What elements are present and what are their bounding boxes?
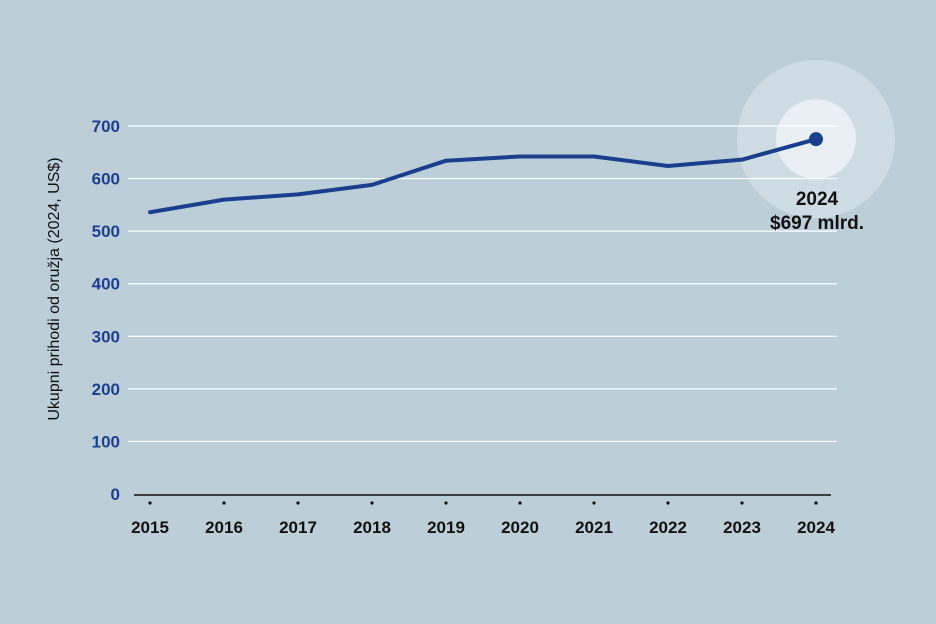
gridlines xyxy=(128,125,837,443)
x-tick-label-2023: 2023 xyxy=(723,518,761,537)
x-tick-mark-2019 xyxy=(444,501,448,505)
y-tick-label-400: 400 xyxy=(92,275,120,294)
y-tick-label-0: 0 xyxy=(111,485,120,504)
annotation-year: 2024 xyxy=(796,189,839,210)
y-axis-ticks: 0 100 200 300 400 500 600 700 xyxy=(92,117,120,504)
series-layer xyxy=(148,132,823,215)
x-tick-label-2021: 2021 xyxy=(575,518,613,537)
data-point-2024 xyxy=(809,132,823,147)
x-tick-label-2017: 2017 xyxy=(279,518,317,537)
y-tick-label-700: 700 xyxy=(92,117,120,136)
x-tick-label-2015: 2015 xyxy=(131,518,169,537)
x-tick-mark-2021 xyxy=(592,501,596,505)
x-tick-label-2016: 2016 xyxy=(205,518,243,537)
x-tick-label-2022: 2022 xyxy=(649,518,687,537)
x-tick-mark-2017 xyxy=(296,501,300,505)
y-tick-label-500: 500 xyxy=(92,222,120,241)
x-tick-label-2020: 2020 xyxy=(501,518,539,537)
x-tick-label-2024: 2024 xyxy=(797,518,835,537)
x-tick-mark-2020 xyxy=(518,501,522,505)
y-tick-label-100: 100 xyxy=(92,432,120,451)
y-tick-label-600: 600 xyxy=(92,170,120,189)
y-axis-label: Ukupni prihodi od oružja (2024, US$) xyxy=(46,157,63,420)
x-axis: 2015 2016 2017 2018 2019 2020 2021 2022 2023 2024 xyxy=(131,494,835,537)
x-tick-mark-2024 xyxy=(814,501,818,505)
x-tick-mark-2018 xyxy=(370,501,374,505)
x-tick-label-2018: 2018 xyxy=(353,518,391,537)
y-tick-label-300: 300 xyxy=(92,327,120,346)
series-line-0 xyxy=(148,137,818,215)
y-tick-label-200: 200 xyxy=(92,380,120,399)
x-tick-mark-2022 xyxy=(666,501,670,505)
x-tick-label-2019: 2019 xyxy=(427,518,465,537)
annotation-value: $697 mlrd. xyxy=(770,213,864,234)
x-tick-mark-2023 xyxy=(740,501,744,505)
x-tick-mark-2015 xyxy=(148,501,152,505)
x-tick-mark-2016 xyxy=(222,501,226,505)
